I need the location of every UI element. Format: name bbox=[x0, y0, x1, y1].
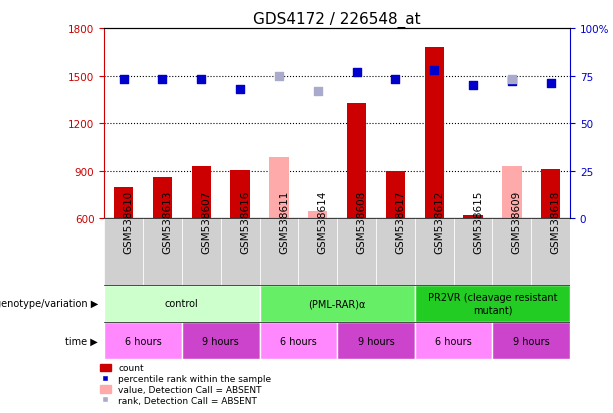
Bar bbox=[541, 170, 560, 219]
Bar bbox=[104, 219, 143, 285]
Point bbox=[546, 81, 555, 87]
Bar bbox=[230, 171, 250, 219]
Point bbox=[196, 77, 206, 83]
Text: GSM538608: GSM538608 bbox=[357, 191, 367, 254]
Text: GSM538615: GSM538615 bbox=[473, 190, 483, 254]
Text: 9 hours: 9 hours bbox=[357, 336, 394, 346]
Text: GSM538609: GSM538609 bbox=[512, 191, 522, 254]
Bar bbox=[191, 166, 211, 219]
Bar bbox=[299, 219, 337, 285]
Point bbox=[352, 69, 362, 76]
Bar bbox=[424, 48, 444, 219]
Bar bbox=[415, 285, 570, 322]
Bar bbox=[104, 285, 259, 322]
Text: GSM538618: GSM538618 bbox=[550, 190, 561, 254]
Text: 9 hours: 9 hours bbox=[513, 336, 550, 346]
Bar bbox=[492, 322, 570, 359]
Text: GSM538612: GSM538612 bbox=[434, 190, 444, 254]
Text: 9 hours: 9 hours bbox=[202, 336, 239, 346]
Bar bbox=[308, 212, 327, 219]
Bar bbox=[415, 322, 492, 359]
Bar bbox=[337, 219, 376, 285]
Bar bbox=[114, 187, 134, 219]
Text: genotype/variation ▶: genotype/variation ▶ bbox=[0, 299, 98, 309]
Bar bbox=[259, 285, 415, 322]
Bar bbox=[376, 219, 415, 285]
Point bbox=[390, 77, 400, 83]
Point bbox=[235, 86, 245, 93]
Bar bbox=[454, 219, 492, 285]
Bar bbox=[259, 219, 299, 285]
Bar bbox=[492, 219, 531, 285]
Point bbox=[468, 83, 478, 89]
Bar bbox=[502, 166, 522, 219]
Text: time ▶: time ▶ bbox=[66, 336, 98, 346]
Bar bbox=[143, 219, 182, 285]
Text: 6 hours: 6 hours bbox=[280, 336, 317, 346]
Point bbox=[313, 88, 322, 95]
Title: GDS4172 / 226548_at: GDS4172 / 226548_at bbox=[253, 12, 421, 28]
Bar bbox=[531, 219, 570, 285]
Bar bbox=[337, 322, 415, 359]
Point bbox=[507, 79, 517, 85]
Legend: count, percentile rank within the sample, value, Detection Call = ABSENT, rank, : count, percentile rank within the sample… bbox=[96, 360, 275, 408]
Text: GSM538611: GSM538611 bbox=[279, 190, 289, 254]
Bar bbox=[415, 219, 454, 285]
Text: GSM538617: GSM538617 bbox=[395, 190, 405, 254]
Text: GSM538610: GSM538610 bbox=[124, 191, 134, 254]
Bar bbox=[182, 322, 259, 359]
Bar bbox=[153, 178, 172, 219]
Text: (PML-RAR)α: (PML-RAR)α bbox=[308, 299, 366, 309]
Text: PR2VR (cleavage resistant
mutant): PR2VR (cleavage resistant mutant) bbox=[428, 293, 557, 314]
Bar bbox=[347, 103, 367, 219]
Bar bbox=[104, 322, 182, 359]
Bar bbox=[182, 219, 221, 285]
Text: GSM538614: GSM538614 bbox=[318, 190, 328, 254]
Text: 6 hours: 6 hours bbox=[124, 336, 161, 346]
Text: GSM538607: GSM538607 bbox=[201, 191, 211, 254]
Point bbox=[119, 77, 129, 83]
Text: 6 hours: 6 hours bbox=[435, 336, 472, 346]
Text: GSM538613: GSM538613 bbox=[162, 190, 172, 254]
Text: control: control bbox=[165, 299, 199, 309]
Bar bbox=[269, 158, 289, 219]
Point bbox=[429, 67, 439, 74]
Bar bbox=[463, 216, 483, 219]
Bar bbox=[386, 171, 405, 219]
Bar bbox=[259, 322, 337, 359]
Point bbox=[158, 77, 167, 83]
Text: GSM538616: GSM538616 bbox=[240, 190, 250, 254]
Point bbox=[274, 73, 284, 80]
Point bbox=[507, 77, 517, 83]
Bar bbox=[221, 219, 259, 285]
